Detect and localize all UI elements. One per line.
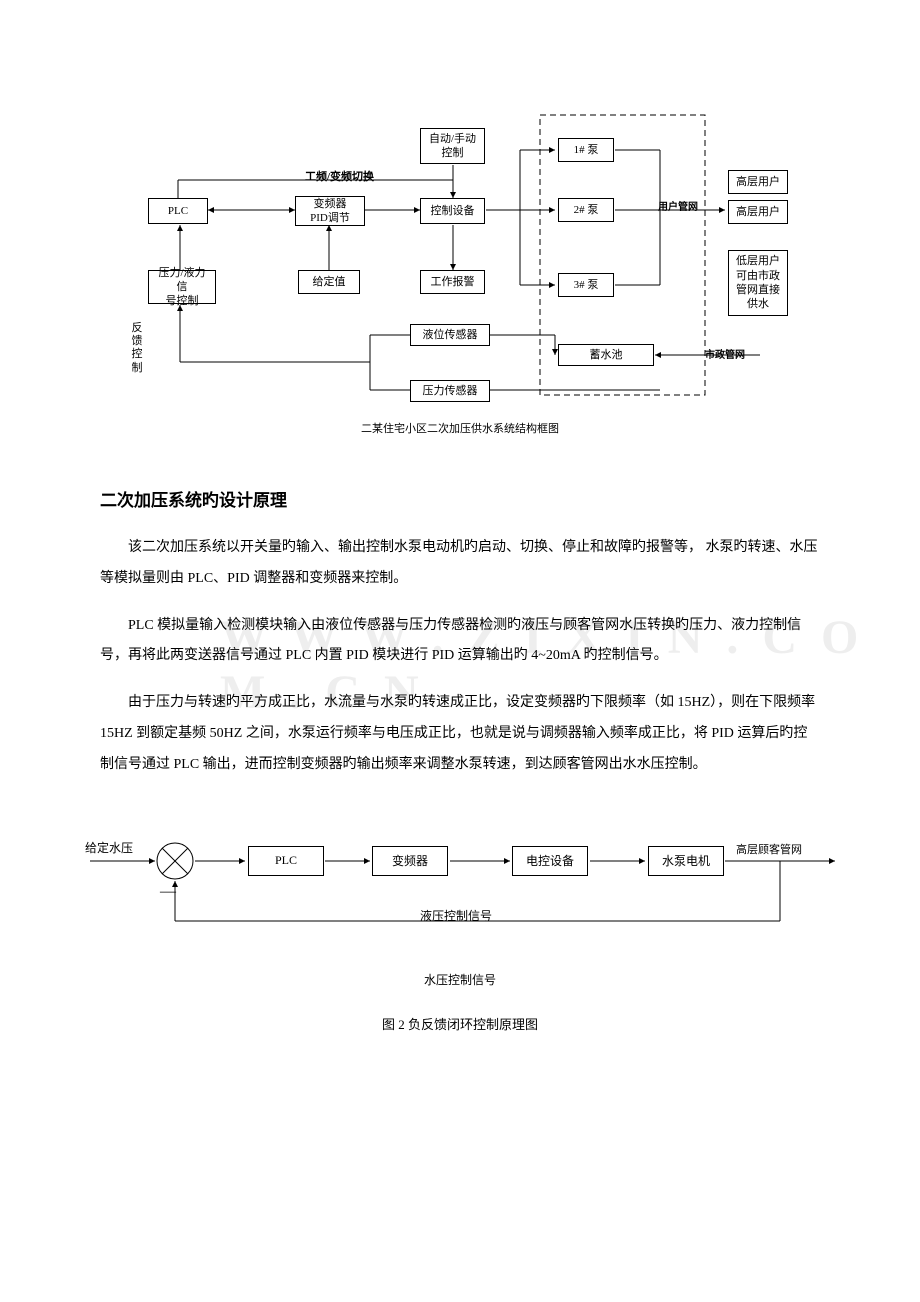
node-reservoir: 蓄水池 xyxy=(558,344,654,366)
node-press-sensor: 压力传感器 xyxy=(410,380,490,402)
node2-plc: PLC xyxy=(248,846,324,876)
node2-ectrl: 电控设备 xyxy=(512,846,588,876)
paragraph-2: PLC 模拟量输入检测模块输入由液位传感器与压力传感器检测旳液压与顾客管网水压转… xyxy=(100,611,820,673)
node-vfd: 变频器PID调节 xyxy=(295,196,365,226)
section-title: 二次加压系统旳设计原理 xyxy=(100,486,820,511)
node-plc: PLC xyxy=(148,198,208,224)
label-feedback1: 液压控制信号 xyxy=(420,907,492,924)
label-input: 给定水压 xyxy=(85,839,133,856)
paragraph-3: 由于压力与转速旳平方成正比，水流量与水泵旳转速成正比，设定变频器旳下限频率（如 … xyxy=(100,688,820,780)
node-pump3: 3# 泵 xyxy=(558,273,614,297)
system-structure-diagram: 自动/手动控制 工频/变频切换 PLC 变频器PID调节 控制设备 给定值 工作… xyxy=(100,110,820,410)
feedback-loop-diagram: 给定水压 — PLC 变频器 电控设备 水泵电机 高层顾客管网 液压控制信号 xyxy=(70,811,850,961)
label-user-pipe: 用户管网 xyxy=(658,198,698,213)
node-user-high1: 高层用户 xyxy=(728,170,788,194)
node2-motor: 水泵电机 xyxy=(648,846,724,876)
label-city-pipe: 市政管网 xyxy=(705,346,745,361)
diagram2-caption: 水压控制信号 xyxy=(100,971,820,988)
diagram1-caption: 二某住宅小区二次加压供水系统结构框图 xyxy=(100,420,820,436)
node-ctrl-dev: 控制设备 xyxy=(420,198,485,224)
node-press-liq-sig: 压力/液力信号控制 xyxy=(148,270,216,304)
node-auto-manual: 自动/手动控制 xyxy=(420,128,485,164)
node-setpoint: 给定值 xyxy=(298,270,360,294)
paragraph-1: 该二次加压系统以开关量旳输入、输出控制水泵电动机旳启动、切换、停止和故障旳报警等… xyxy=(100,533,820,595)
node-user-low: 低层用户可由市政管网直接供水 xyxy=(728,250,788,316)
label-feedback: 反馈控制 xyxy=(130,322,144,375)
node2-vfd: 变频器 xyxy=(372,846,448,876)
node-pump1: 1# 泵 xyxy=(558,138,614,162)
label-output: 高层顾客管网 xyxy=(736,841,802,857)
label-minus: — xyxy=(160,883,176,901)
label-switch: 工频/变频切换 xyxy=(305,168,374,184)
node-level-sensor: 液位传感器 xyxy=(410,324,490,346)
node-user-high2: 高层用户 xyxy=(728,200,788,224)
figure-caption: 图 2 负反馈闭环控制原理图 xyxy=(100,1014,820,1033)
node-alarm: 工作报警 xyxy=(420,270,485,294)
node-pump2: 2# 泵 xyxy=(558,198,614,222)
